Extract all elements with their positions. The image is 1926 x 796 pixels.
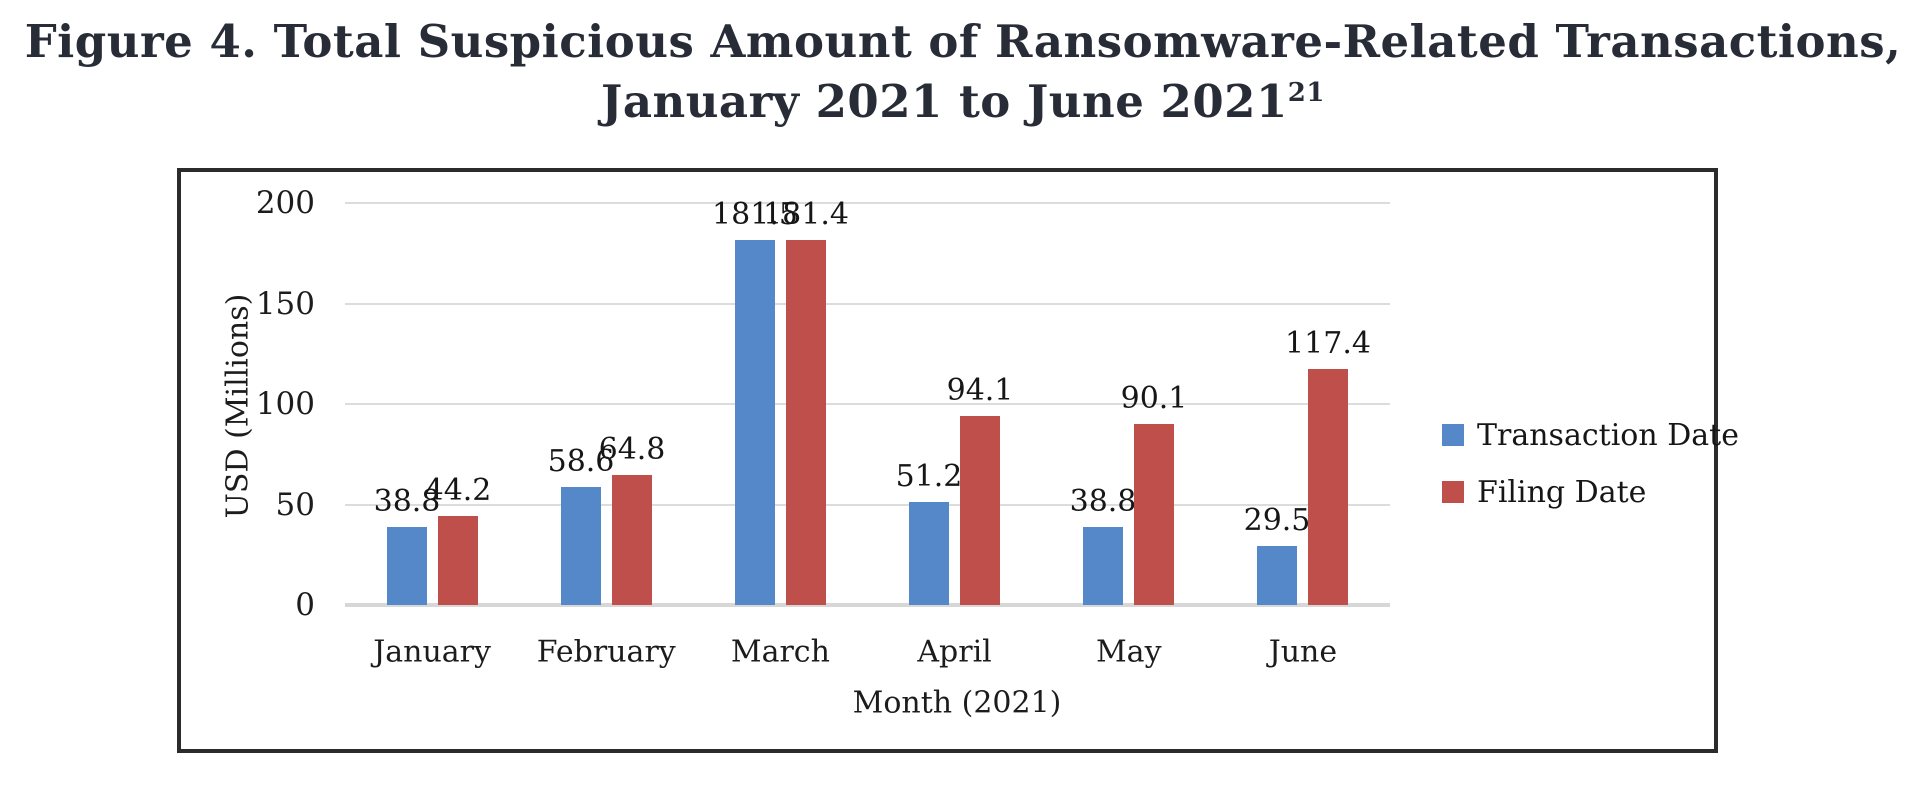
bar-value-label-filing-date-june: 117.4 (1285, 326, 1371, 361)
x-tick-label-june: June (1268, 634, 1338, 670)
chart-frame: USD (Millions) 0 50 100 150 200 38.8 44.2 58.6… (177, 168, 1739, 753)
bar-transaction-date-may (1083, 527, 1123, 605)
bar-transaction-date-january (387, 527, 427, 605)
x-tick-label-april: April (917, 634, 992, 670)
bar-value-label-transaction-date-june: 29.5 (1243, 503, 1311, 538)
bar-value-label-transaction-date-january: 38.8 (373, 484, 441, 519)
gridline-50 (345, 504, 1390, 506)
gridline-150 (345, 303, 1390, 305)
figure-title-line2-text: January 2021 to June 2021 (601, 75, 1288, 128)
bar-filing-date-march (786, 240, 826, 605)
x-axis-title: Month (2021) (852, 685, 1062, 721)
bar-transaction-date-june (1257, 546, 1297, 605)
legend-item-filing-date: Filing Date (1442, 474, 1739, 510)
plot-area: 38.8 44.2 58.6 64.8 181.5 181.4 51.2 94.1 38.8 90… (345, 197, 1390, 607)
bar-filing-date-february (612, 475, 652, 605)
bar-value-label-transaction-date-may: 38.8 (1069, 484, 1137, 519)
legend-swatch-filing-date (1442, 481, 1464, 503)
bar-value-label-filing-date-february: 64.8 (598, 432, 666, 467)
bar-value-label-filing-date-march: 181.4 (763, 197, 849, 232)
x-axis-baseline (345, 603, 1390, 607)
legend-label-transaction-date: Transaction Date (1477, 417, 1739, 453)
y-tick-label-200: 200 (255, 185, 315, 221)
y-tick-label-100: 100 (255, 386, 315, 422)
x-tick-label-february: February (536, 634, 676, 670)
x-tick-label-may: May (1095, 634, 1162, 670)
y-tick-label-150: 150 (255, 285, 315, 322)
legend-label-filing-date: Filing Date (1477, 474, 1647, 510)
bar-filing-date-may (1134, 424, 1174, 605)
bar-filing-date-june (1308, 369, 1348, 605)
figure-title-line1: Figure 4. Total Suspicious Amount of Ran… (24, 15, 1902, 68)
bar-value-label-filing-date-may: 90.1 (1120, 381, 1188, 416)
bar-transaction-date-april (909, 502, 949, 605)
y-tick-label-0: 0 (295, 587, 315, 623)
x-tick-label-january: January (373, 634, 491, 670)
figure-title-footnote-ref: 21 (1287, 78, 1325, 108)
legend-item-transaction-date: Transaction Date (1442, 417, 1739, 453)
bar-filing-date-april (960, 416, 1000, 605)
bar-value-label-transaction-date-february: 58.6 (547, 444, 615, 479)
bar-transaction-date-march (735, 240, 775, 605)
bar-filing-date-january (438, 516, 478, 605)
bar-value-label-filing-date-january: 44.2 (424, 473, 492, 508)
bar-value-label-transaction-date-march: 181.5 (712, 197, 798, 232)
legend-swatch-transaction-date (1442, 424, 1464, 446)
bar-value-label-filing-date-april: 94.1 (946, 373, 1014, 408)
figure-title-line2: January 2021 to June 202121 (0, 72, 1926, 132)
figure-title: Figure 4. Total Suspicious Amount of Ran… (0, 12, 1926, 132)
bar-transaction-date-february (561, 487, 601, 605)
y-tick-label-50: 50 (275, 486, 315, 523)
gridline-100 (345, 403, 1390, 405)
legend: Transaction Date Filing Date (1442, 417, 1739, 534)
x-tick-label-march: March (730, 634, 830, 670)
gridline-200 (345, 202, 1390, 204)
bar-value-label-transaction-date-april: 51.2 (895, 459, 963, 494)
